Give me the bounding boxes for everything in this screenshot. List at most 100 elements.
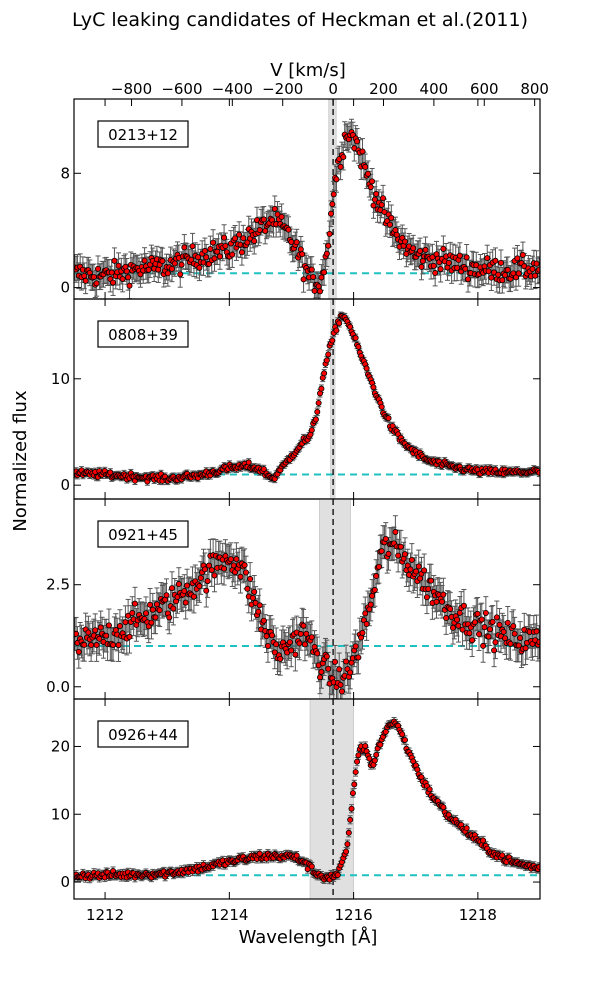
data-point — [198, 575, 203, 580]
data-point — [116, 263, 121, 268]
data-point — [130, 610, 135, 615]
data-point — [317, 675, 322, 680]
data-point — [176, 581, 181, 586]
data-point — [123, 620, 128, 625]
data-point — [379, 404, 384, 409]
data-point — [441, 592, 446, 597]
data-point — [261, 217, 266, 222]
data-point — [486, 269, 491, 274]
data-point — [487, 627, 492, 632]
data-point — [132, 601, 137, 606]
data-point — [110, 280, 115, 285]
data-point — [402, 239, 407, 244]
data-points — [72, 529, 542, 694]
data-point — [149, 620, 154, 625]
data-point — [372, 587, 377, 592]
panel-label-text: 0921+45 — [108, 526, 178, 544]
velocity-tick-label: 800 — [520, 80, 549, 98]
data-point — [311, 274, 316, 279]
data-point — [269, 633, 274, 638]
data-point — [356, 655, 361, 660]
data-point — [537, 639, 542, 644]
data-point — [274, 642, 279, 647]
data-point — [112, 258, 117, 263]
data-point — [316, 400, 321, 405]
data-point — [293, 652, 298, 657]
data-point — [298, 631, 303, 636]
data-point — [505, 620, 510, 625]
data-point — [339, 689, 344, 694]
data-point — [328, 211, 333, 216]
data-point — [309, 267, 314, 272]
data-point — [424, 595, 429, 600]
data-point — [485, 255, 490, 260]
data-point — [86, 630, 91, 635]
data-point — [367, 607, 372, 612]
y-tick-label: 0 — [60, 476, 70, 494]
data-point — [537, 470, 542, 475]
data-point — [322, 371, 327, 376]
data-point — [83, 278, 88, 283]
panel-label: 0921+45 — [98, 521, 188, 547]
data-point — [98, 625, 103, 630]
data-point — [364, 366, 369, 371]
data-point — [324, 358, 329, 363]
data-point — [534, 629, 539, 634]
data-point — [127, 283, 132, 288]
data-point — [221, 566, 226, 571]
data-point — [423, 247, 428, 252]
data-point — [322, 270, 327, 275]
velocity-tick-label: −600 — [161, 80, 202, 98]
x-axis-title: Wavelength [Å] — [239, 926, 378, 948]
data-point — [501, 629, 506, 634]
data-point — [433, 270, 438, 275]
data-point — [246, 460, 251, 465]
data-point — [324, 251, 329, 256]
data-point — [396, 553, 401, 558]
data-point — [428, 578, 433, 583]
data-point — [516, 271, 521, 276]
data-point — [330, 202, 335, 207]
data-point — [209, 567, 214, 572]
data-point — [376, 564, 381, 569]
data-point — [257, 603, 262, 608]
data-point — [475, 611, 480, 616]
data-point — [330, 338, 335, 343]
data-point — [142, 258, 147, 263]
data-point — [309, 635, 314, 640]
data-point — [371, 203, 376, 208]
data-point — [464, 255, 469, 260]
data-point — [398, 544, 403, 549]
data-point — [456, 623, 461, 628]
data-point — [164, 593, 169, 598]
data-point — [261, 618, 266, 623]
data-point — [169, 586, 174, 591]
data-points — [72, 130, 542, 294]
data-point — [467, 631, 472, 636]
data-point — [363, 164, 368, 169]
data-point — [457, 253, 462, 258]
data-point — [94, 281, 99, 286]
data-point — [371, 385, 376, 390]
data-point — [419, 264, 424, 269]
data-point — [489, 275, 494, 280]
data-point — [93, 628, 98, 633]
data-point — [511, 624, 516, 629]
data-point — [530, 266, 535, 271]
data-point — [312, 288, 317, 293]
data-point — [326, 666, 331, 671]
data-point — [215, 249, 220, 254]
data-point — [298, 247, 303, 252]
data-point — [110, 642, 115, 647]
data-point — [104, 633, 109, 638]
data-point — [332, 659, 337, 664]
data-point — [302, 642, 307, 647]
data-point — [370, 179, 375, 184]
data-point — [150, 607, 155, 612]
data-point — [286, 227, 291, 232]
data-point — [364, 621, 369, 626]
data-point — [146, 267, 151, 272]
data-point — [252, 589, 257, 594]
